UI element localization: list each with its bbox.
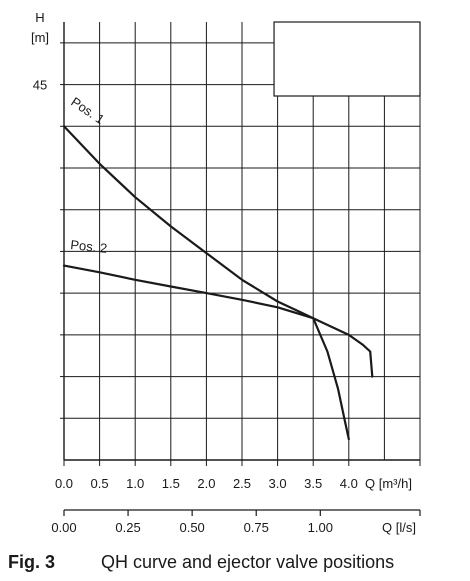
x-tick-label: 0.0 xyxy=(55,476,73,491)
x-axis-label: Q [m³/h] xyxy=(365,476,412,491)
x-tick-labels: 0.0 0.5 1.0 1.5 2.0 2.5 3.0 3.5 4.0 xyxy=(55,476,358,491)
x-tick-label: 0.5 xyxy=(91,476,109,491)
series-label: Pos. 2 xyxy=(70,237,108,256)
x-tick-label: 3.0 xyxy=(269,476,287,491)
x-tick-label: 2.0 xyxy=(197,476,215,491)
plot-frame xyxy=(63,22,420,461)
figure-caption-text: QH curve and ejector valve positions xyxy=(101,552,395,572)
secondary-x-ticks xyxy=(63,510,421,516)
series-label: Pos. 1 xyxy=(68,94,107,127)
y-tick-label: 45 xyxy=(33,78,47,93)
series-line xyxy=(62,264,374,378)
x-tick-label: 1.0 xyxy=(126,476,144,491)
qh-chart: Pos. 1 Pos. 2 H [m] 45 0.0 0.5 1.0 1.5 2.0 2.5… xyxy=(31,10,421,535)
figure-number: Fig. 3 xyxy=(8,552,56,572)
y-axis-symbol: H xyxy=(35,10,44,25)
x-tick-label: 1.5 xyxy=(162,476,180,491)
x-tick-label: 3.5 xyxy=(304,476,322,491)
secondary-x-tick-label: 0.75 xyxy=(244,520,269,535)
secondary-x-tick-label: 0.25 xyxy=(115,520,140,535)
secondary-x-tick-label: 1.00 xyxy=(308,520,333,535)
series-line xyxy=(62,125,350,441)
series-group: Pos. 1 Pos. 2 xyxy=(62,94,374,441)
figure-caption: Fig. 3 QH curve and ejector valve positio… xyxy=(8,552,394,573)
y-axis-unit: [m] xyxy=(31,30,49,45)
x-tick-label: 4.0 xyxy=(340,476,358,491)
secondary-x-tick-labels: 0.00 0.25 0.50 0.75 1.00 xyxy=(51,520,333,535)
x-tick-label: 2.5 xyxy=(233,476,251,491)
legend-box xyxy=(273,21,421,97)
secondary-x-tick-label: 0.00 xyxy=(51,520,76,535)
secondary-x-axis-label: Q [l/s] xyxy=(382,520,416,535)
secondary-x-tick-label: 0.50 xyxy=(179,520,204,535)
